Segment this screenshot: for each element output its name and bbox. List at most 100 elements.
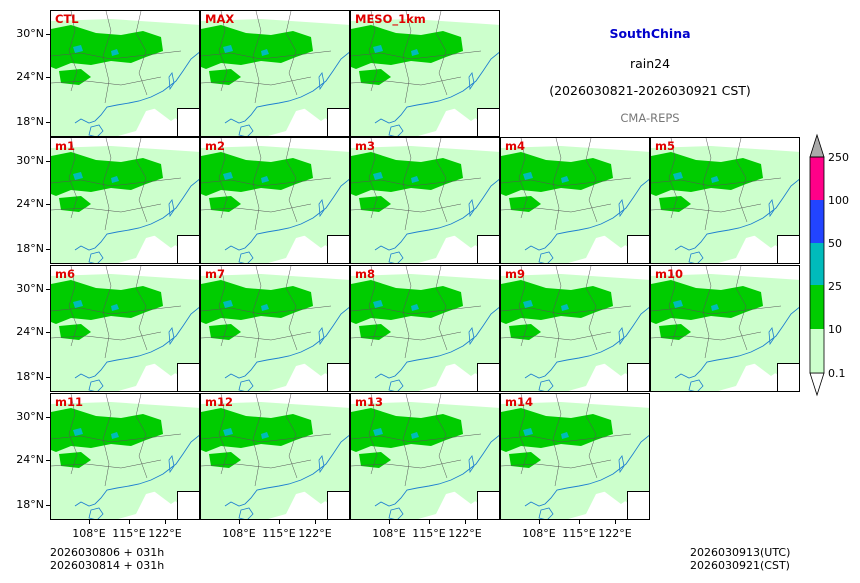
heavy-rain-spot — [223, 172, 233, 180]
longitude-label: 122°E — [298, 527, 332, 540]
precip-map — [51, 11, 199, 136]
south-china-sea-inset — [177, 491, 199, 519]
moderate-rain-band — [51, 280, 163, 324]
map-panel: MESO_1km — [350, 10, 500, 137]
map-panel: MAX — [200, 10, 350, 137]
south-china-sea-inset — [627, 235, 649, 263]
province-border — [351, 266, 482, 359]
latitude-label: 18°N — [16, 370, 44, 383]
moderate-rain-band — [351, 280, 463, 324]
precip-map — [501, 266, 649, 391]
taiwan-island — [618, 327, 625, 346]
latitude-tick — [46, 122, 50, 123]
south-china-sea-inset — [477, 235, 499, 263]
hainan-island — [388, 251, 404, 263]
map-panel: m11 — [50, 393, 200, 520]
south-china-sea-inset — [627, 363, 649, 391]
south-china-sea-inset — [177, 235, 199, 263]
longitude-tick — [539, 520, 540, 524]
heavy-rain-spot — [73, 428, 83, 436]
light-rain-east — [596, 444, 649, 504]
map-panel: m10 — [650, 265, 800, 392]
coastline — [224, 52, 349, 124]
moderate-rain-band — [51, 25, 163, 69]
light-rain-east — [746, 316, 799, 376]
precip-map — [51, 138, 199, 263]
latitude-tick — [46, 204, 50, 205]
moderate-rain-band — [651, 280, 763, 324]
heavy-rain-spot — [261, 304, 269, 311]
valid-time-cst: 2026030921(CST) — [690, 559, 790, 572]
longitude-label: 108°E — [372, 527, 406, 540]
latitude-label: 18°N — [16, 115, 44, 128]
panel-label: m9 — [505, 267, 525, 281]
precip-map — [351, 266, 499, 391]
longitude-tick — [615, 520, 616, 524]
colorbar-label-3: 50 — [828, 237, 842, 250]
longitude-tick — [165, 520, 166, 524]
heavy-rain-spot — [673, 300, 683, 308]
precip-map — [351, 11, 499, 136]
coastline — [674, 307, 799, 379]
hainan-island — [688, 379, 704, 391]
province-border — [501, 138, 632, 231]
latitude-tick — [46, 289, 50, 290]
coastline — [374, 179, 499, 251]
precip-map — [201, 138, 349, 263]
province-border — [201, 11, 332, 104]
province-border — [501, 394, 632, 487]
latitude-tick — [46, 249, 50, 250]
longitude-label: 122°E — [448, 527, 482, 540]
hainan-island — [238, 507, 254, 519]
moderate-rain-band — [501, 152, 613, 196]
province-border — [51, 138, 182, 231]
heavy-rain-spot — [261, 176, 269, 183]
light-rain-east — [146, 61, 199, 121]
moderate-rain-band — [351, 152, 463, 196]
map-panel: m5 — [650, 137, 800, 264]
heavy-rain-spot — [73, 300, 83, 308]
south-china-sea-inset — [177, 108, 199, 136]
heavy-rain-spot — [523, 300, 533, 308]
heavy-rain-spot — [73, 45, 83, 53]
init-time-utc: 2026030806 + 031h — [50, 546, 165, 559]
panel-label: m8 — [355, 267, 375, 281]
hainan-island — [88, 379, 104, 391]
taiwan-island — [768, 327, 775, 346]
taiwan-island — [318, 72, 325, 91]
moderate-rain-band — [351, 25, 463, 69]
precip-map — [651, 266, 799, 391]
map-panel: m9 — [500, 265, 650, 392]
heavy-rain-spot — [411, 176, 419, 183]
heavy-rain-spot — [561, 432, 569, 439]
map-panel: m13 — [350, 393, 500, 520]
latitude-label: 24°N — [16, 453, 44, 466]
hainan-island — [388, 379, 404, 391]
panel-label: MESO_1km — [355, 12, 426, 26]
colorbar-bin-3 — [810, 200, 824, 243]
longitude-label: 115°E — [112, 527, 146, 540]
south-china-sea-inset — [627, 491, 649, 519]
latitude-label: 30°N — [16, 282, 44, 295]
colorbar-bin-1 — [810, 285, 824, 329]
map-panel: m1 — [50, 137, 200, 264]
latitude-tick — [46, 332, 50, 333]
hainan-island — [388, 124, 404, 136]
heavy-rain-spot — [373, 45, 383, 53]
heavy-rain-spot — [523, 428, 533, 436]
heavy-rain-spot — [111, 432, 119, 439]
longitude-label: 115°E — [262, 527, 296, 540]
hainan-island — [388, 507, 404, 519]
panel-label: m12 — [205, 395, 233, 409]
colorbar — [809, 133, 825, 397]
heavy-rain-spot — [523, 172, 533, 180]
longitude-tick — [129, 520, 130, 524]
light-rain-east — [296, 316, 349, 376]
coastline — [524, 179, 649, 251]
panel-label: MAX — [205, 12, 235, 26]
latitude-tick — [46, 377, 50, 378]
heavy-rain-spot — [711, 304, 719, 311]
coastline — [224, 307, 349, 379]
map-panel: m4 — [500, 137, 650, 264]
taiwan-island — [318, 455, 325, 474]
